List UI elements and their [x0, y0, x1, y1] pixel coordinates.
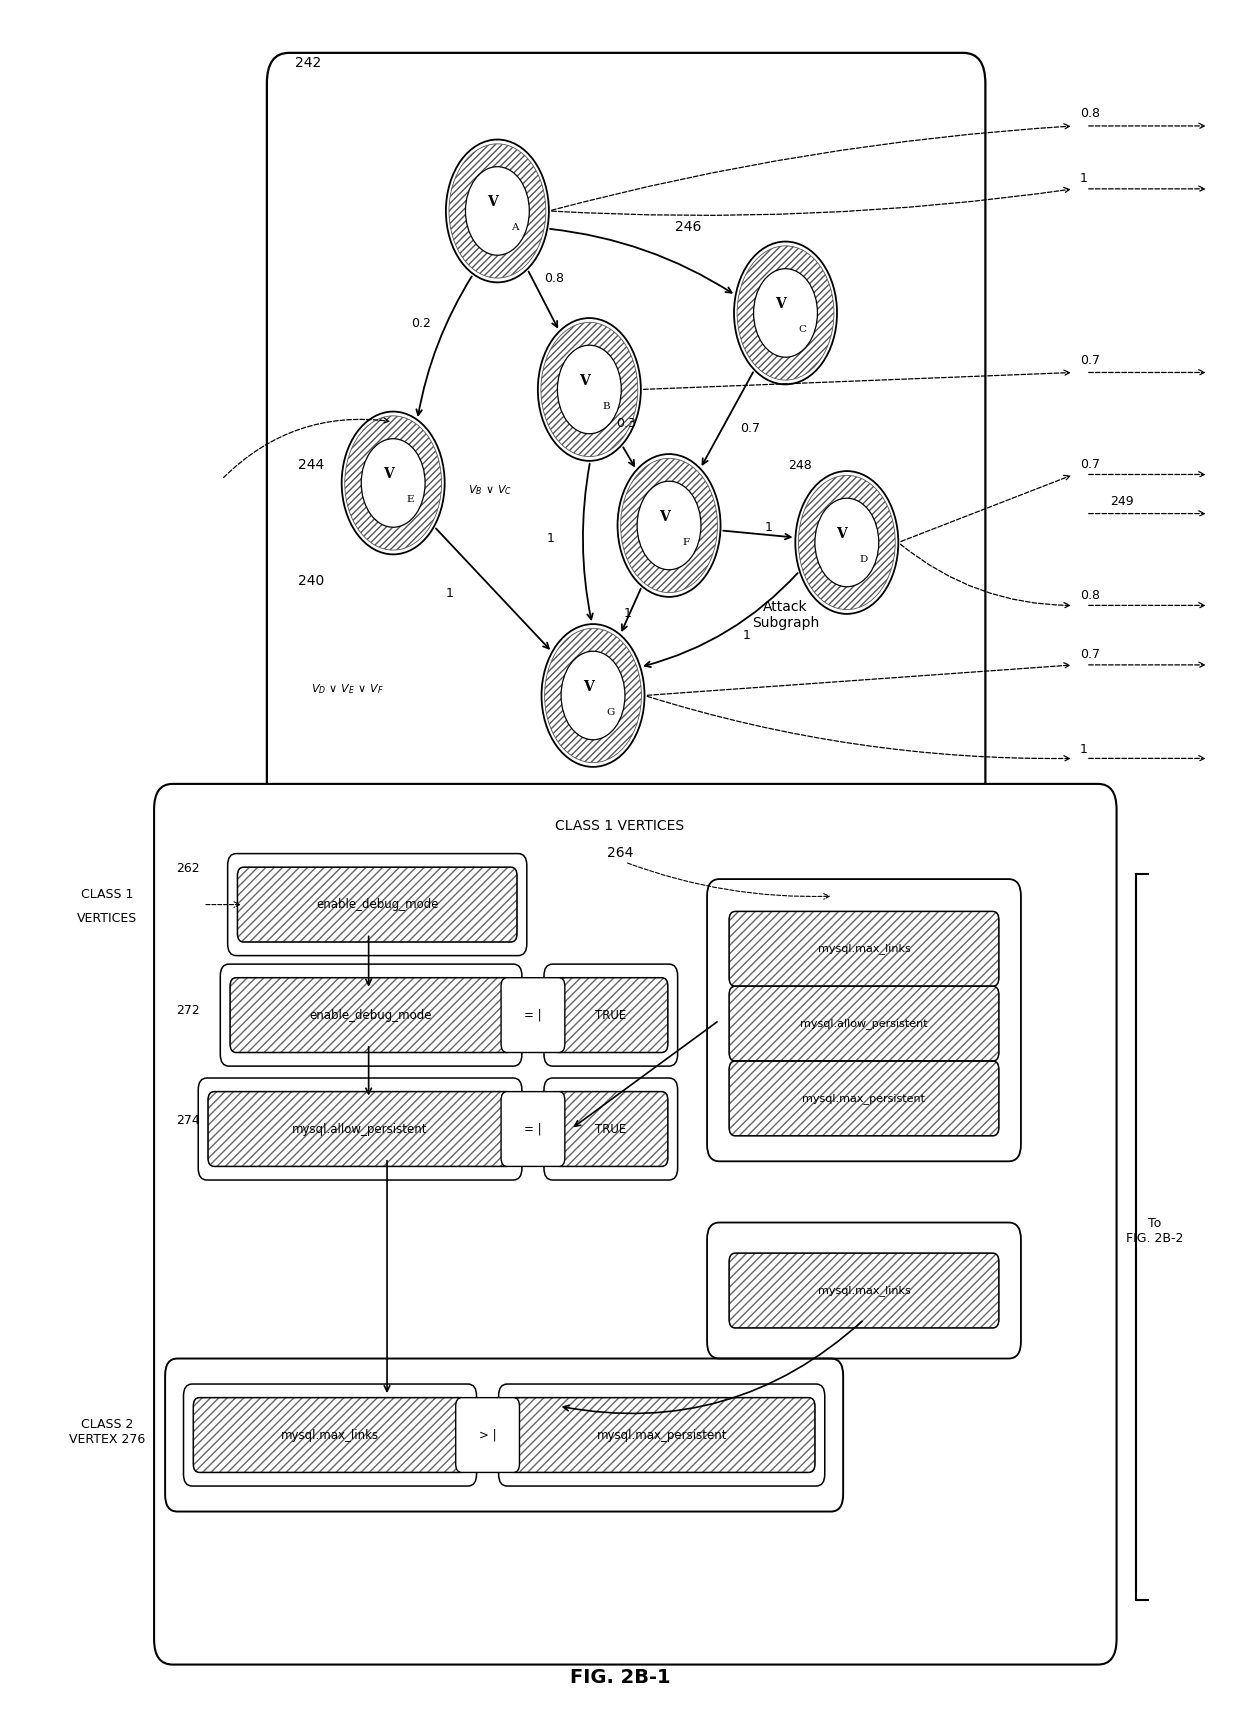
Text: CLASS 1 VERTICES: CLASS 1 VERTICES: [556, 819, 684, 833]
Circle shape: [754, 269, 817, 357]
Text: V: V: [658, 511, 670, 524]
Text: 0.8: 0.8: [544, 273, 564, 285]
Text: > |: > |: [479, 1428, 496, 1441]
Text: 272: 272: [176, 1003, 200, 1016]
Text: 1: 1: [547, 533, 554, 545]
Circle shape: [621, 458, 718, 593]
FancyBboxPatch shape: [554, 1092, 668, 1167]
Circle shape: [449, 144, 546, 278]
Text: B: B: [603, 403, 610, 411]
FancyBboxPatch shape: [237, 867, 517, 943]
Text: 0.7: 0.7: [1080, 355, 1100, 367]
Text: 0.7: 0.7: [740, 422, 760, 435]
FancyBboxPatch shape: [729, 986, 999, 1061]
Circle shape: [361, 439, 425, 528]
Circle shape: [560, 651, 625, 740]
Circle shape: [544, 629, 641, 763]
Text: E: E: [407, 495, 414, 504]
Text: 262: 262: [176, 862, 200, 876]
Text: mysql.max_links: mysql.max_links: [817, 1286, 910, 1296]
Circle shape: [465, 166, 529, 255]
Text: $V_D\,\vee\,V_E\,\vee\,V_F$: $V_D\,\vee\,V_E\,\vee\,V_F$: [311, 682, 384, 696]
Text: mysql.allow_persistent: mysql.allow_persistent: [800, 1018, 928, 1028]
Circle shape: [799, 475, 895, 610]
Text: 274: 274: [176, 1114, 200, 1128]
Text: 0.3: 0.3: [616, 417, 636, 430]
Circle shape: [737, 245, 835, 381]
FancyBboxPatch shape: [501, 1092, 565, 1167]
Text: CLASS 2
VERTEX 276: CLASS 2 VERTEX 276: [69, 1417, 145, 1445]
Text: 0.7: 0.7: [1080, 648, 1100, 662]
FancyBboxPatch shape: [456, 1397, 520, 1472]
Text: 1: 1: [743, 629, 750, 643]
Text: 246: 246: [675, 221, 702, 235]
Text: TRUE: TRUE: [595, 1008, 626, 1022]
Text: V: V: [579, 374, 590, 387]
Text: mysql.max_links: mysql.max_links: [817, 943, 910, 955]
Circle shape: [541, 322, 637, 456]
FancyBboxPatch shape: [729, 1253, 999, 1328]
FancyBboxPatch shape: [729, 912, 999, 986]
Text: CLASS 1: CLASS 1: [82, 888, 134, 902]
FancyBboxPatch shape: [208, 1092, 512, 1167]
FancyBboxPatch shape: [501, 977, 565, 1052]
Text: 264: 264: [606, 847, 634, 860]
Text: 1: 1: [765, 521, 773, 533]
Text: enable_debug_mode: enable_debug_mode: [316, 898, 439, 912]
Text: D: D: [859, 555, 868, 564]
Text: 0.7: 0.7: [1080, 458, 1100, 471]
Text: 240: 240: [298, 574, 324, 588]
Text: V: V: [383, 468, 393, 482]
FancyBboxPatch shape: [154, 783, 1116, 1664]
Text: VERTICES: VERTICES: [77, 912, 138, 924]
Text: $V_B\,\vee\,V_C$: $V_B\,\vee\,V_C$: [467, 483, 512, 497]
Text: C: C: [799, 326, 807, 334]
Text: 248: 248: [787, 459, 812, 473]
Text: 244: 244: [298, 458, 324, 473]
FancyBboxPatch shape: [267, 53, 986, 828]
Text: mysql.allow_persistent: mysql.allow_persistent: [293, 1123, 428, 1135]
Text: V: V: [487, 195, 497, 209]
FancyBboxPatch shape: [729, 1061, 999, 1136]
Circle shape: [815, 499, 879, 586]
Text: FIG. 2B-1: FIG. 2B-1: [569, 1668, 671, 1687]
Text: 0.8: 0.8: [1080, 108, 1100, 120]
Text: TRUE: TRUE: [595, 1123, 626, 1135]
Text: 0.2: 0.2: [412, 317, 432, 329]
Text: mysql.max_persistent: mysql.max_persistent: [596, 1428, 727, 1441]
Text: 0.8: 0.8: [1080, 588, 1100, 602]
Text: 249: 249: [1111, 495, 1135, 507]
Text: 1: 1: [1080, 744, 1087, 756]
FancyBboxPatch shape: [231, 977, 512, 1052]
Text: 1: 1: [624, 607, 631, 620]
Text: F: F: [683, 538, 689, 547]
Text: A: A: [511, 223, 518, 233]
Circle shape: [558, 345, 621, 434]
Text: = |: = |: [525, 1008, 542, 1022]
Text: G: G: [606, 708, 614, 716]
Text: V: V: [837, 526, 847, 542]
Text: Attack
Subgraph: Attack Subgraph: [751, 600, 820, 631]
Text: V: V: [583, 680, 594, 694]
FancyBboxPatch shape: [554, 977, 668, 1052]
Text: V: V: [775, 298, 786, 312]
Text: mysql.max_persistent: mysql.max_persistent: [802, 1094, 925, 1104]
Text: enable_debug_mode: enable_debug_mode: [310, 1008, 433, 1022]
Text: 242: 242: [295, 57, 321, 70]
Text: = |: = |: [525, 1123, 542, 1135]
Circle shape: [345, 417, 441, 550]
Text: 1: 1: [446, 586, 454, 600]
Text: mysql.max_links: mysql.max_links: [281, 1428, 379, 1441]
FancyBboxPatch shape: [508, 1397, 815, 1472]
FancyBboxPatch shape: [193, 1397, 466, 1472]
Text: 1: 1: [1080, 171, 1087, 185]
Circle shape: [637, 482, 701, 569]
Text: To
FIG. 2B-2: To FIG. 2B-2: [1126, 1217, 1183, 1244]
